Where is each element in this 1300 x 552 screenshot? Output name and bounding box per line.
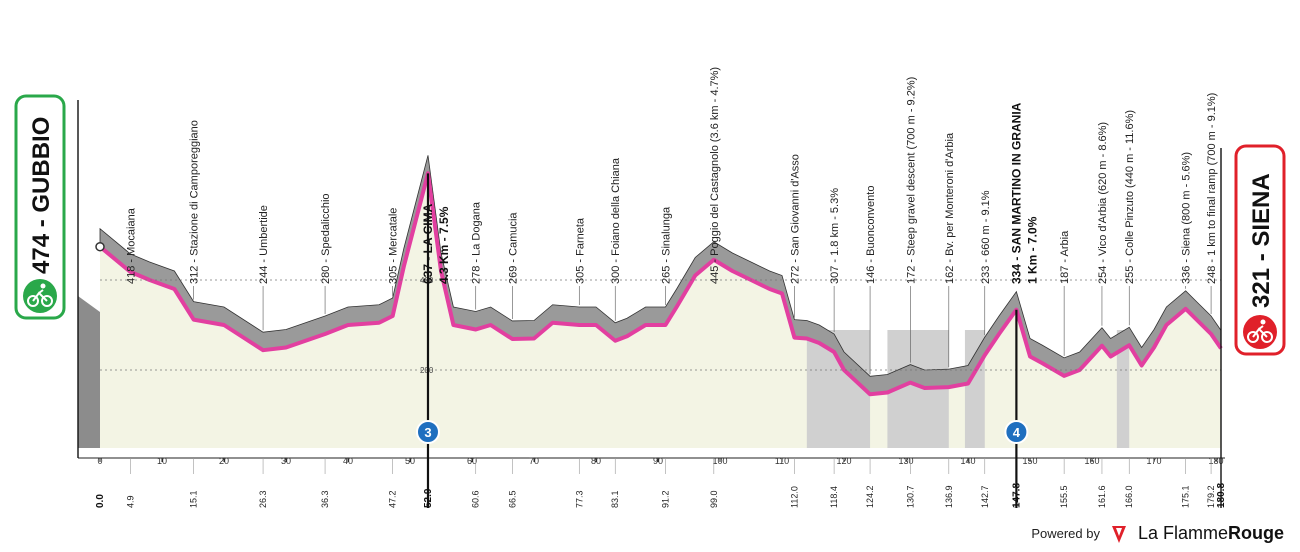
waypoint-label: 305 - Farneta	[574, 217, 586, 284]
distance-tick-label: 70	[529, 456, 539, 466]
distance-tick-label: 110	[775, 456, 789, 466]
waypoint-label: 254 - Vico d'Arbia (620 m - 8.6%)	[1097, 122, 1109, 284]
sprint-badge-label: 3	[424, 425, 431, 440]
start-city-label: 474 - GUBBIO	[28, 117, 55, 274]
waypoint-label: 278 - La Dogana	[471, 201, 483, 284]
sprint-badge	[415, 420, 440, 444]
km-marker-label: 15.1	[189, 490, 199, 508]
terrain-fill	[100, 173, 1221, 448]
finish-bike-bg	[1243, 315, 1277, 349]
distance-tick-label: 50	[405, 456, 415, 466]
waypoint-label: 248 - 1 km to final ramp (700 m - 9.1%)	[1206, 93, 1218, 284]
start-bike-bg	[23, 279, 57, 313]
finish-badge: 321 - SIENA	[1234, 144, 1286, 356]
distance-tick-label: 120	[837, 456, 852, 466]
waypoint-label: 4.3 Km - 7.5%	[437, 206, 451, 284]
waypoint-label: 233 - 660 m - 9.1%	[980, 190, 992, 284]
distance-tick-label: 130	[899, 456, 914, 466]
start-point	[95, 241, 105, 252]
distance-tick-label: 10	[157, 456, 167, 466]
sprint-badge	[1004, 420, 1029, 444]
km-marker-label: 0.0	[95, 494, 106, 508]
km-marker-label: 118.4	[829, 486, 839, 508]
brand-name: La FlammeRouge	[1137, 523, 1284, 543]
bike-icon	[27, 283, 53, 307]
km-marker-label: 136.9	[944, 485, 954, 508]
route-line	[98, 171, 1223, 397]
waypoint-label: 418 - Mocaiana	[125, 207, 137, 284]
km-marker-label: 155.5	[1059, 485, 1069, 508]
km-marker-label: 4.9	[125, 495, 135, 508]
flame-logo-icon	[1111, 525, 1126, 543]
waypoint-label: 265 - Sinalunga	[660, 206, 672, 284]
start-badge-frame	[14, 94, 66, 320]
waypoint-label: 272 - San Giovanni d'Asso	[789, 154, 801, 284]
ground-layer	[78, 173, 1221, 448]
waypoint-label: 334 - SAN MARTINO IN GRANIA	[1009, 102, 1023, 284]
distance-tick-label: 100	[713, 456, 728, 466]
km-marker-label: 91.2	[660, 490, 670, 508]
km-marker-label: 166.0	[1124, 485, 1134, 508]
finish-badge-frame	[1234, 144, 1286, 356]
km-marker-label: 161.6	[1097, 485, 1107, 508]
waypoint-labels: 418 - Mocaiana 312 - Stazione di Camporeg…	[125, 67, 1218, 375]
distance-tick-label: 180	[1209, 456, 1224, 466]
km-marker-label: 179.2	[1206, 485, 1216, 508]
distance-tick-label: 140	[961, 456, 976, 466]
waypoint-label: 300 - Foiano della Chiana	[610, 157, 622, 284]
km-marker-label: 66.5	[507, 490, 517, 508]
distance-tick-label: 20	[219, 456, 229, 466]
waypoint-label: 255 - Colle Pinzuto (440 m - 11.6%)	[1124, 110, 1136, 284]
distance-tick-label: 80	[591, 456, 601, 466]
finish-city-label: 321 - SIENA	[1248, 173, 1275, 308]
waypoint-label: 312 - Stazione di Camporeggiano	[189, 120, 201, 284]
km-marker-label: 112.0	[789, 486, 799, 508]
waypoint-label: 305 - Mercatale	[388, 208, 400, 284]
km-marker-label: 99.0	[709, 490, 719, 508]
km-marker-label: 47.2	[388, 490, 398, 508]
waypoint-label: 269 - Camucia	[507, 212, 519, 284]
waypoint-label: 280 - Spedalicchio	[320, 193, 332, 284]
sprint-badge-label: 4	[1013, 425, 1021, 440]
waypoint-label: 162 - Bv. per Monteroni d'Arbia	[944, 132, 956, 284]
distance-tick-label: 40	[343, 456, 353, 466]
km-marker-label: 124.2	[865, 485, 875, 508]
waypoint-label: 307 - 1.8 km - 5.3%	[829, 188, 841, 284]
km-marker-label: 83.1	[610, 490, 620, 508]
distance-tick-label: 170	[1147, 456, 1162, 466]
waypoint-label: 172 - Steep gravel descent (700 m - 9.2%…	[905, 77, 917, 284]
km-marker-label: 142.7	[980, 485, 990, 508]
unpaved-sector	[1116, 330, 1130, 448]
waypoint-label: 187 - Arbia	[1059, 230, 1071, 284]
distance-tick-label: 0	[97, 456, 102, 466]
powered-by-footer: Powered by La FlammeRouge	[1031, 523, 1284, 544]
distance-tick-label: 90	[653, 456, 663, 466]
start-wall	[78, 296, 100, 448]
km-marker-label: 130.7	[905, 485, 915, 508]
distance-tick-label: 160	[1085, 456, 1100, 466]
waypoint-label: 445 - Poggio del Castagnolo (3.6 km - 4.…	[709, 67, 721, 284]
km-marker-label: 175.1	[1181, 485, 1191, 508]
waypoint-label: 637 - LA CIMA	[421, 203, 435, 284]
waypoint-label: 336 - Siena (800 m - 5.6%)	[1181, 152, 1193, 284]
waypoint-label: 146 - Buonconvento	[865, 186, 877, 284]
km-marker-label: 60.6	[471, 490, 481, 508]
powered-by-text: Powered by	[1031, 526, 1100, 541]
distance-tick-label: 60	[467, 456, 477, 466]
km-marker-label: 77.3	[574, 490, 584, 508]
start-badge: 474 - GUBBIO	[14, 94, 66, 320]
distance-tick-label: 150	[1023, 456, 1038, 466]
distance-tick-label: 30	[281, 456, 291, 466]
waypoint-label: 244 - Umbertide	[258, 205, 270, 284]
bike-icon	[1247, 319, 1273, 343]
waypoint-label: 1 Km - 7.0%	[1025, 216, 1039, 284]
km-marker-label: 26.3	[258, 490, 268, 508]
km-marker-label: 36.3	[320, 490, 330, 508]
